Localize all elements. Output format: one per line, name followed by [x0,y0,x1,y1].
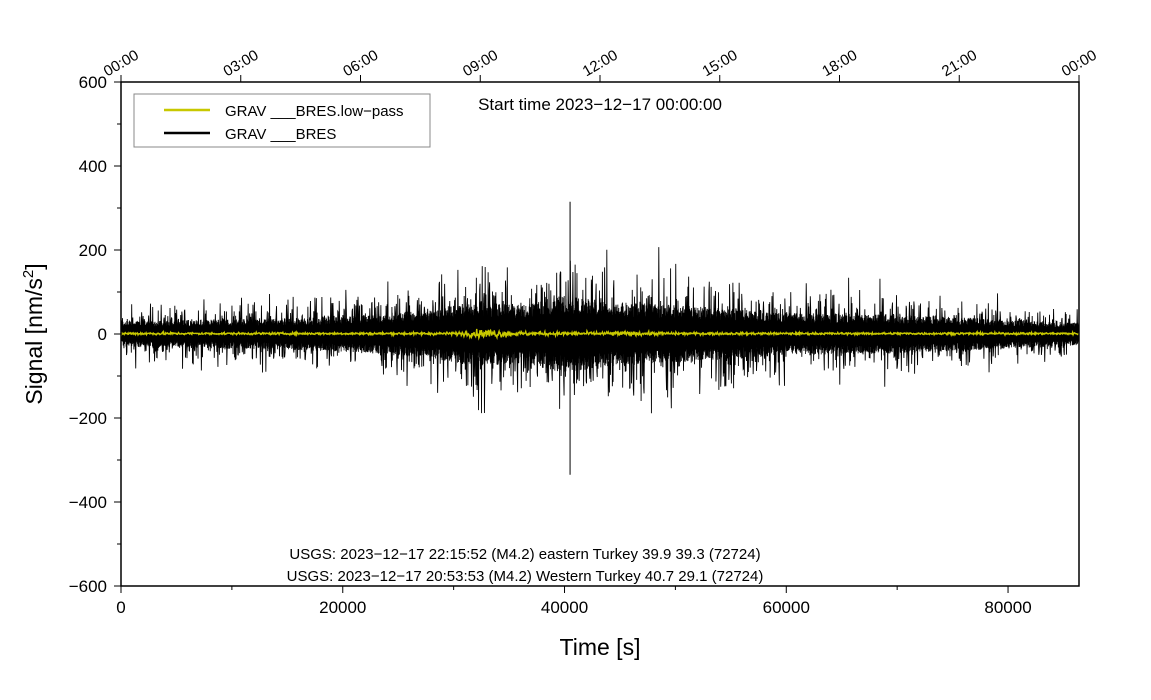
annotation-event-2: USGS: 2023−12−17 20:53:53 (M4.2) Western… [287,568,764,585]
y-tick-label: 200 [79,241,107,260]
legend: GRAV ___BRES.low−pass GRAV ___BRES [133,93,431,148]
legend-label-raw: GRAV ___BRES [225,126,336,143]
y-axis-title: Signal [nm/s2] [20,263,47,404]
legend-label-lowpass: GRAV ___BRES.low−pass [225,103,404,120]
x-tick-label: 80000 [984,598,1031,617]
y-axis-title-close: ] [21,263,47,269]
y-tick-label: 400 [79,157,107,176]
y-tick-label: −400 [69,493,107,512]
y-axis-title-main: Signal [nm/s [21,278,47,405]
y-tick-label: 0 [98,325,107,344]
y-tick-label: −200 [69,409,107,428]
y-tick-label: −600 [69,577,107,596]
x-tick-label: 40000 [541,598,588,617]
lowpass-layer [120,328,1080,341]
series-lowpass-line [120,328,1080,341]
x-axis-title: Time [s] [560,634,641,660]
y-tick-label: 600 [79,73,107,92]
y-axis-title-sup: 2 [20,270,37,278]
x-tick-label: 60000 [763,598,810,617]
legend-box [133,93,431,148]
annotation-event-1: USGS: 2023−12−17 22:15:52 (M4.2) eastern… [289,546,760,563]
chart-title: Start time 2023−12−17 00:00:00 [478,95,722,114]
x-tick-label: 20000 [319,598,366,617]
x-tick-label: 0 [116,598,125,617]
